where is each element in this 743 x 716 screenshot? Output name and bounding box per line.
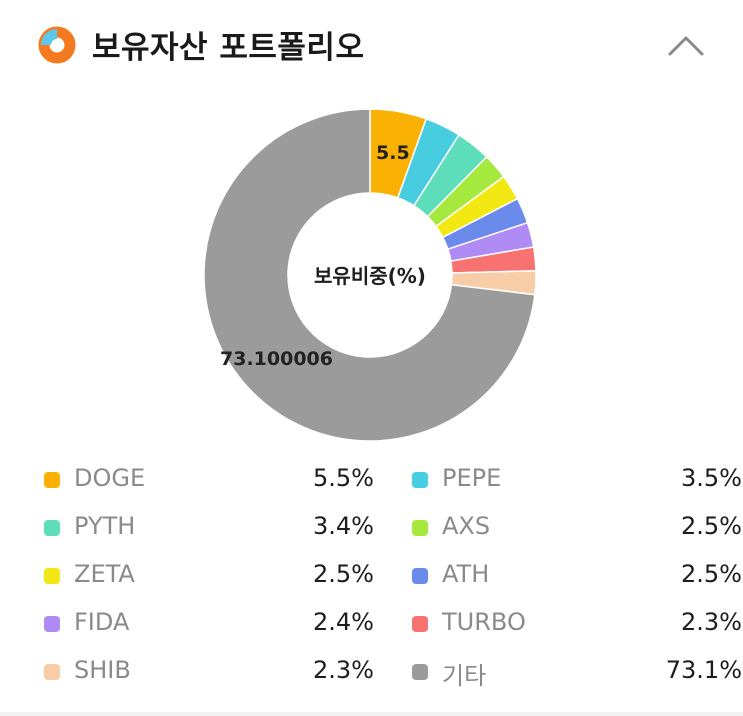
legend-item: PYTH 3.4%	[44, 506, 374, 550]
legend-item: ATH 2.5%	[412, 554, 742, 598]
legend-name: PEPE	[442, 464, 502, 492]
legend-name: TURBO	[442, 608, 526, 636]
legend-name: 기타	[442, 662, 487, 690]
legend-value: 3.4%	[313, 512, 374, 540]
legend-item: AXS 2.5%	[412, 506, 742, 550]
legend-name: FIDA	[74, 608, 130, 636]
legend-swatch	[44, 568, 60, 584]
legend-swatch	[44, 616, 60, 632]
legend-name: SHIB	[74, 656, 131, 684]
legend-swatch	[412, 520, 428, 536]
donut-slice-기타[interactable]	[203, 108, 536, 442]
legend-swatch	[412, 472, 428, 488]
legend-swatch	[44, 664, 60, 680]
donut-chart: 보유비중(%) 5.5 73.100006	[190, 100, 550, 450]
donut-chart-icon	[38, 26, 76, 64]
legend-name: ATH	[442, 560, 490, 588]
legend-value: 2.4%	[313, 608, 374, 636]
legend-item: DOGE 5.5%	[44, 458, 374, 502]
legend-value: 2.5%	[681, 512, 742, 540]
legend-value: 2.5%	[313, 560, 374, 588]
legend-item: 기타 73.1%	[412, 650, 742, 694]
donut-chart-svg	[203, 108, 537, 442]
legend-value: 2.5%	[681, 560, 742, 588]
legend-value: 5.5%	[313, 464, 374, 492]
legend-name: AXS	[442, 512, 491, 540]
legend-value: 73.1%	[665, 656, 742, 684]
legend-swatch	[412, 568, 428, 584]
legend-name: PYTH	[74, 512, 136, 540]
legend-item: PEPE 3.5%	[412, 458, 742, 502]
legend-value: 2.3%	[681, 608, 742, 636]
portfolio-header[interactable]: 보유자산 포트폴리오	[0, 0, 743, 90]
chart-legend: DOGE 5.5% PEPE 3.5% PYTH 3.4% AXS 2.5% Z…	[0, 456, 743, 696]
legend-value: 2.3%	[313, 656, 374, 684]
page-title: 보유자산 포트폴리오	[92, 30, 365, 66]
legend-item: SHIB 2.3%	[44, 650, 374, 694]
chevron-up-icon[interactable]	[664, 28, 708, 64]
legend-value: 3.5%	[681, 464, 742, 492]
legend-item: FIDA 2.4%	[44, 602, 374, 646]
legend-item: TURBO 2.3%	[412, 602, 742, 646]
legend-swatch	[412, 616, 428, 632]
legend-name: ZETA	[74, 560, 135, 588]
legend-item: ZETA 2.5%	[44, 554, 374, 598]
legend-name: DOGE	[74, 464, 146, 492]
legend-swatch	[412, 664, 428, 680]
divider	[0, 712, 743, 716]
legend-swatch	[44, 520, 60, 536]
legend-swatch	[44, 472, 60, 488]
